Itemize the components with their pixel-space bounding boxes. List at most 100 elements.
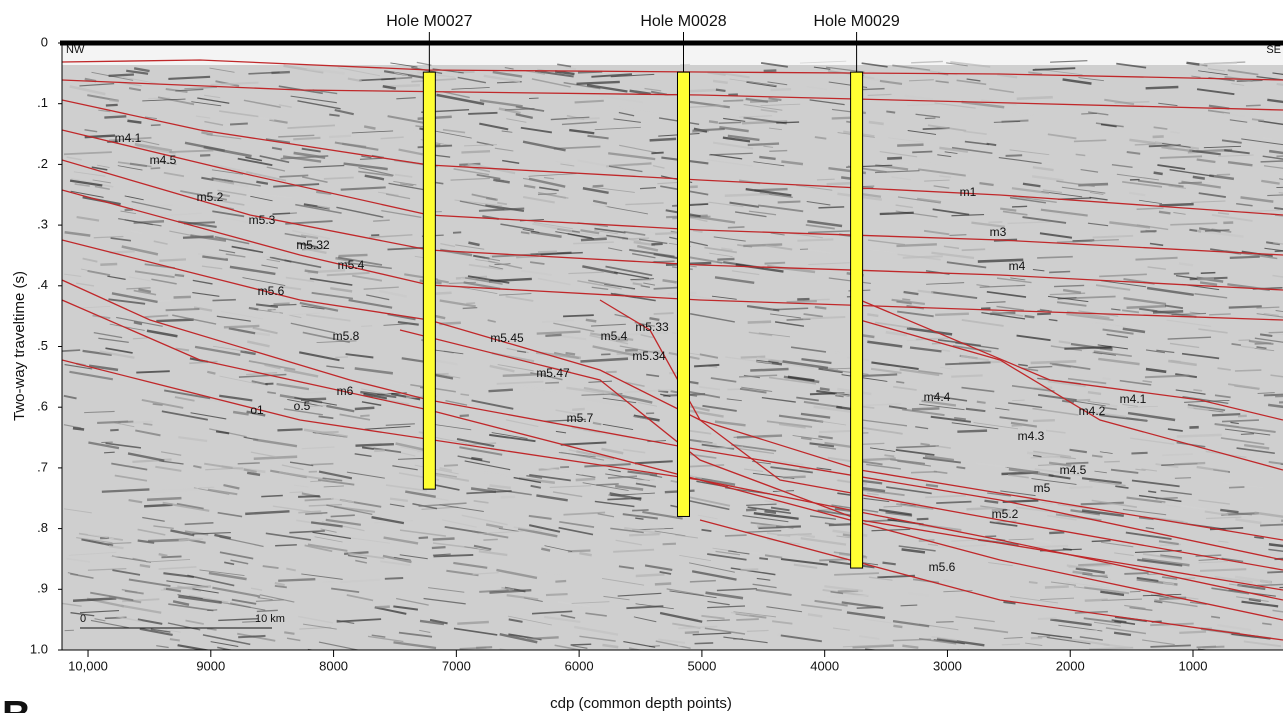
reflector bbox=[1158, 210, 1171, 215]
reflector bbox=[320, 528, 337, 533]
reflector bbox=[1102, 377, 1111, 381]
reflector bbox=[515, 113, 533, 119]
reflector bbox=[1231, 83, 1245, 86]
reflector bbox=[1114, 620, 1136, 625]
reflector bbox=[1109, 221, 1151, 229]
reflector bbox=[1126, 151, 1141, 155]
reflector bbox=[168, 603, 214, 612]
reflector bbox=[361, 446, 374, 450]
reflector bbox=[624, 388, 672, 394]
reflector bbox=[72, 597, 117, 602]
reflector bbox=[1008, 402, 1043, 409]
reflector bbox=[112, 569, 141, 576]
reflector bbox=[736, 549, 762, 555]
reflector bbox=[956, 466, 966, 470]
reflector bbox=[639, 186, 656, 190]
reflector bbox=[618, 565, 635, 570]
reflector bbox=[770, 506, 790, 512]
reflector bbox=[862, 373, 898, 378]
reflector bbox=[1037, 255, 1073, 259]
reflector bbox=[163, 585, 212, 590]
reflector bbox=[399, 554, 428, 560]
reflector bbox=[614, 313, 630, 319]
x-tick-label: 5000 bbox=[687, 658, 716, 673]
reflector bbox=[617, 592, 662, 597]
reflector bbox=[803, 400, 843, 409]
reflector bbox=[824, 585, 863, 593]
reflector bbox=[192, 588, 219, 594]
reflector bbox=[730, 611, 750, 616]
reflector bbox=[885, 330, 908, 337]
reflector bbox=[457, 620, 489, 625]
reflector bbox=[475, 259, 496, 263]
reflector bbox=[868, 576, 893, 581]
reflector bbox=[630, 278, 654, 281]
reflector bbox=[1049, 270, 1071, 274]
reflector bbox=[192, 531, 231, 535]
horizon-label: o1 bbox=[250, 403, 264, 417]
reflector bbox=[326, 504, 373, 516]
reflector bbox=[1164, 304, 1184, 310]
reflector bbox=[1198, 499, 1230, 505]
reflector bbox=[746, 629, 769, 633]
horizon-label: m4.1 bbox=[115, 131, 142, 145]
reflector bbox=[649, 317, 660, 322]
reflector bbox=[595, 260, 626, 267]
reflector bbox=[1138, 199, 1163, 205]
reflector bbox=[943, 245, 960, 250]
reflector bbox=[472, 571, 499, 575]
reflector bbox=[892, 620, 930, 628]
reflector bbox=[310, 480, 321, 483]
reflector bbox=[1196, 465, 1229, 473]
reflector bbox=[1157, 164, 1186, 170]
reflector bbox=[223, 324, 260, 329]
reflector bbox=[399, 452, 416, 457]
reflector bbox=[837, 492, 851, 496]
reflector bbox=[129, 162, 148, 168]
reflector bbox=[1091, 454, 1103, 458]
reflector bbox=[297, 100, 341, 110]
reflector bbox=[532, 222, 573, 233]
reflector bbox=[770, 232, 785, 236]
well bbox=[676, 71, 690, 517]
reflector bbox=[329, 408, 349, 414]
reflector bbox=[594, 126, 641, 131]
reflector bbox=[1088, 111, 1109, 116]
reflector bbox=[933, 639, 965, 645]
horizon bbox=[62, 59, 1283, 81]
reflector bbox=[582, 265, 618, 275]
reflector bbox=[1095, 284, 1131, 291]
reflector bbox=[989, 87, 1014, 94]
reflector bbox=[930, 415, 972, 423]
reflector bbox=[151, 278, 177, 285]
reflector bbox=[172, 314, 217, 325]
reflector bbox=[1050, 60, 1088, 63]
reflector bbox=[485, 523, 504, 529]
reflector bbox=[380, 560, 411, 567]
reflector bbox=[1113, 631, 1132, 637]
reflector bbox=[1036, 210, 1073, 217]
reflector bbox=[488, 277, 532, 283]
reflector bbox=[515, 105, 545, 112]
reflector bbox=[549, 485, 592, 489]
reflector bbox=[896, 503, 934, 510]
reflector bbox=[1056, 301, 1087, 307]
reflector bbox=[739, 374, 778, 378]
reflector bbox=[204, 94, 221, 99]
reflector bbox=[259, 594, 295, 603]
reflector bbox=[744, 468, 763, 472]
reflector bbox=[1171, 312, 1207, 316]
reflector bbox=[896, 243, 937, 248]
reflector bbox=[307, 543, 348, 552]
reflector bbox=[450, 177, 490, 181]
reflector bbox=[1122, 508, 1167, 516]
reflector bbox=[526, 474, 543, 479]
reflector bbox=[1199, 61, 1237, 66]
reflector bbox=[715, 550, 741, 556]
reflector bbox=[1274, 206, 1283, 211]
reflector bbox=[298, 510, 322, 514]
reflector bbox=[120, 210, 137, 215]
reflector bbox=[289, 530, 325, 534]
reflector bbox=[852, 644, 894, 649]
reflector bbox=[432, 537, 455, 541]
